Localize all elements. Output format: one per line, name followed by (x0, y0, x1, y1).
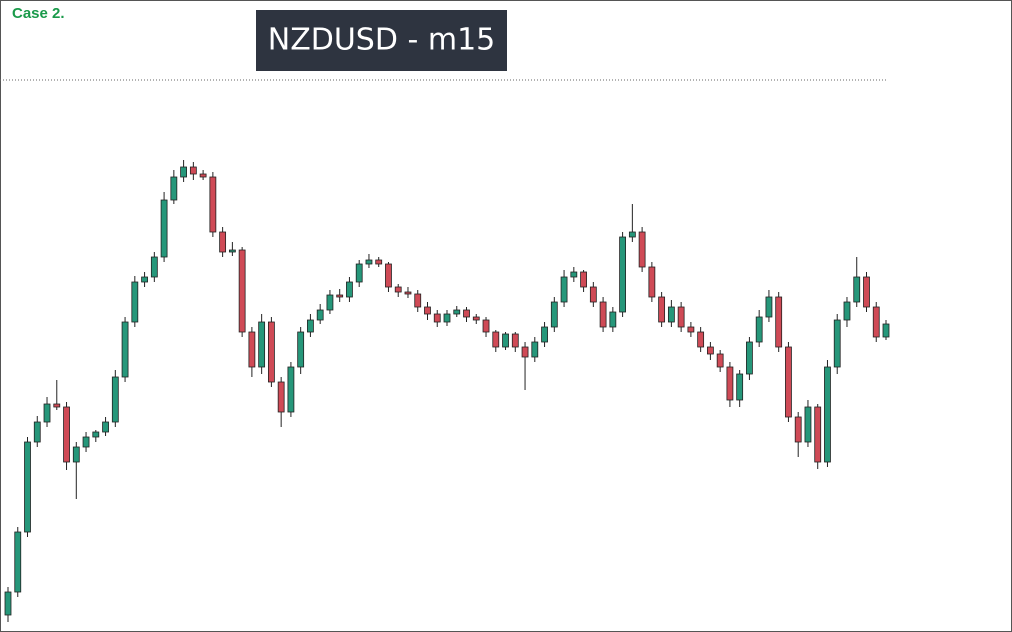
candle-body (589, 286, 597, 303)
candle-body (619, 236, 626, 313)
candle-body (570, 271, 578, 278)
candle-body (170, 176, 178, 201)
candle-body (628, 231, 636, 238)
candle-body (131, 281, 139, 323)
candle-body (492, 331, 500, 348)
candle-body (404, 291, 412, 295)
candle-body (716, 353, 724, 368)
candle-body (765, 296, 773, 318)
candle-body (394, 286, 402, 293)
candle-body (824, 366, 831, 463)
candle-body (638, 231, 646, 268)
candle-body (316, 309, 324, 321)
candle-body (502, 333, 509, 348)
candle-body (150, 256, 158, 278)
candle-body (433, 313, 441, 323)
candle-body (228, 249, 236, 253)
candle-body (707, 346, 714, 355)
candle-body (453, 309, 461, 315)
candle-body (648, 266, 656, 298)
candle-body (24, 441, 31, 533)
candle-body (33, 421, 41, 443)
candle-body (814, 406, 822, 463)
candle-body (14, 531, 22, 593)
candle-body (775, 296, 783, 348)
candle-body (4, 591, 12, 616)
candle-body (385, 263, 392, 288)
candle-body (121, 321, 129, 378)
candle-body (258, 321, 266, 368)
candle-body (287, 366, 295, 413)
candle-body (72, 446, 80, 463)
candle-body (521, 346, 529, 358)
candle-body (43, 403, 51, 423)
candle-body (833, 319, 841, 368)
candle-body (336, 294, 344, 298)
candle-body (63, 406, 70, 463)
candle-body (843, 301, 851, 321)
candle-body (355, 263, 363, 283)
candle-body (277, 381, 285, 413)
candle-body (414, 293, 422, 308)
candle-body (53, 403, 61, 408)
candle-body (209, 176, 217, 233)
candle-body (141, 276, 148, 283)
candle-body (463, 309, 470, 318)
candle-body (697, 331, 705, 348)
candle-body (102, 421, 109, 433)
candle-body (160, 199, 168, 258)
candle-body (755, 316, 763, 343)
candle-body (687, 326, 695, 333)
candle-body (219, 231, 227, 253)
candle-body (667, 306, 675, 323)
candle-body (726, 366, 734, 401)
candle-body (580, 271, 587, 288)
candle-body (297, 331, 305, 368)
candle-body (472, 316, 480, 321)
candle-body (180, 166, 188, 178)
candle-body (238, 249, 246, 333)
candle-body (111, 376, 119, 423)
annotation: Case 2. (12, 5, 65, 22)
candle-body (785, 346, 792, 418)
candle-body (267, 321, 275, 383)
candle-body (560, 276, 568, 303)
candle-body (882, 323, 890, 338)
title-box (256, 10, 507, 71)
candle-body (804, 406, 812, 443)
candle-body (531, 341, 539, 358)
candle-body (326, 294, 334, 311)
candle-body (482, 319, 490, 333)
candle-body (199, 173, 207, 178)
candle-body (189, 166, 197, 175)
candle-body (794, 416, 802, 443)
candle-body (307, 319, 314, 333)
candle-body (443, 313, 451, 323)
candle-body (424, 306, 431, 315)
candle-body (346, 281, 353, 298)
candle-body (658, 296, 666, 323)
candle-body (863, 276, 870, 308)
candle-body (746, 341, 753, 375)
candle-body (609, 311, 617, 328)
candle-body (82, 436, 90, 448)
candle-body (677, 306, 685, 328)
candle-body (248, 331, 256, 368)
candle-body (599, 301, 607, 328)
chart-title: NZDUSD - m15 (268, 23, 496, 58)
candle-body (375, 259, 383, 265)
candle-body (550, 301, 558, 328)
candle-body (365, 259, 373, 265)
candle-body (92, 431, 100, 438)
candle-body (541, 326, 548, 343)
candle-body (511, 333, 519, 348)
candle-body (736, 373, 744, 401)
candle-body (872, 306, 880, 338)
candle-body (853, 276, 861, 303)
